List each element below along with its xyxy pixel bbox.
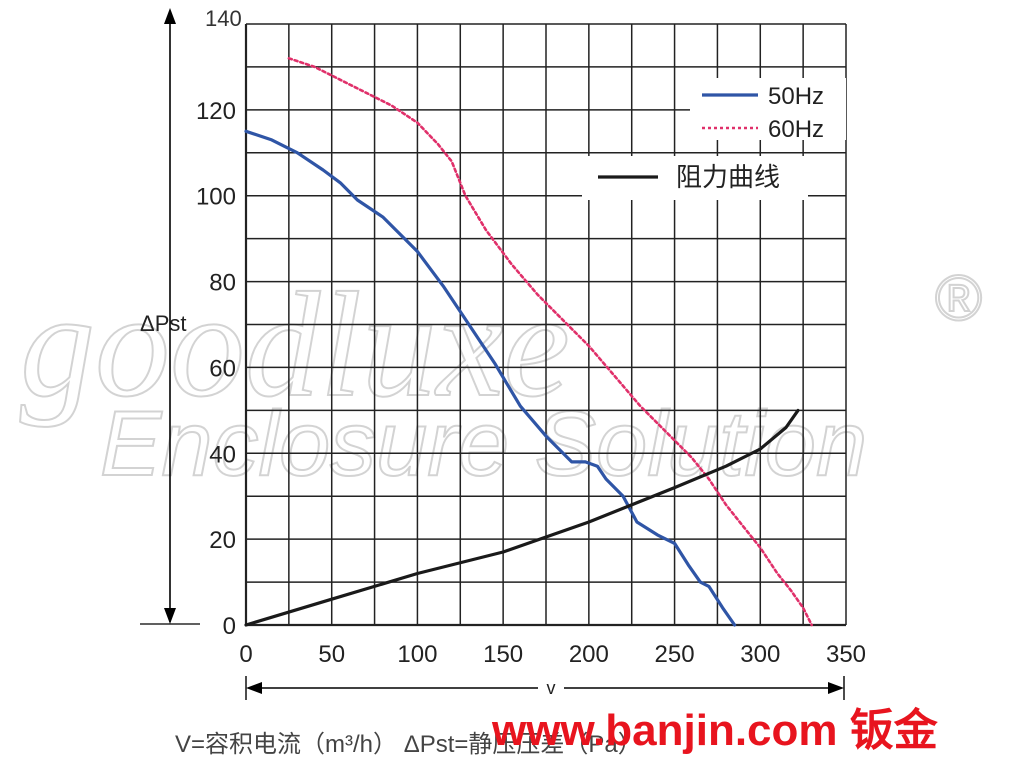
tick-labels: 0 50 100 150 200 250 300 350 0 20 40 60 80 100 120 bbox=[196, 98, 866, 668]
x-tick-label: 150 bbox=[483, 641, 523, 668]
x-tick-label: 350 bbox=[826, 641, 866, 668]
legend-label: 50Hz bbox=[768, 83, 824, 110]
watermark: goodluxe Enclosure Solution ® bbox=[19, 261, 983, 496]
legend-box bbox=[690, 78, 846, 140]
y-dimension-arrow bbox=[140, 8, 200, 625]
legend: 50Hz 60Hz 阻力曲线 bbox=[582, 78, 846, 200]
y-tick-label: 40 bbox=[209, 441, 236, 468]
x-tick-label: 300 bbox=[740, 641, 780, 668]
series-line bbox=[244, 408, 800, 627]
watermark-text: Enclosure Solution bbox=[100, 393, 867, 495]
series-line bbox=[287, 57, 813, 627]
registered-mark: ® bbox=[935, 262, 982, 334]
y-tick-label: 0 bbox=[223, 613, 236, 640]
grid bbox=[244, 23, 847, 627]
site-link[interactable]: www.banjin.com 钣金 bbox=[491, 706, 939, 755]
x-tick-label: 250 bbox=[655, 641, 695, 668]
x-dimension-arrow bbox=[245, 676, 845, 700]
x-tick-label: 0 bbox=[239, 641, 252, 668]
x-tick-label: 50 bbox=[318, 641, 345, 668]
series-line bbox=[244, 129, 737, 627]
y-tick-label: 80 bbox=[209, 270, 236, 297]
watermark-script: goodluxe bbox=[20, 262, 570, 428]
legend-label: 阻力曲线 bbox=[676, 162, 780, 192]
x-tick-label: 100 bbox=[397, 641, 437, 668]
legend-label: 60Hz bbox=[768, 116, 824, 143]
y-tick-label: 60 bbox=[209, 355, 236, 382]
caption-formula: V=容积电流（m³/h） ΔPst=静压压差（Pa） bbox=[175, 731, 642, 758]
y-tick-label: 20 bbox=[209, 527, 236, 554]
y-axis-label: ΔPst bbox=[140, 311, 186, 336]
y-tick-label: 120 bbox=[196, 98, 236, 125]
top-left-label: 140 bbox=[205, 6, 242, 31]
x-tick-label: 200 bbox=[569, 641, 609, 668]
y-tick-label: 100 bbox=[196, 184, 236, 211]
series bbox=[244, 57, 813, 627]
x-axis-label: v bbox=[547, 678, 556, 698]
